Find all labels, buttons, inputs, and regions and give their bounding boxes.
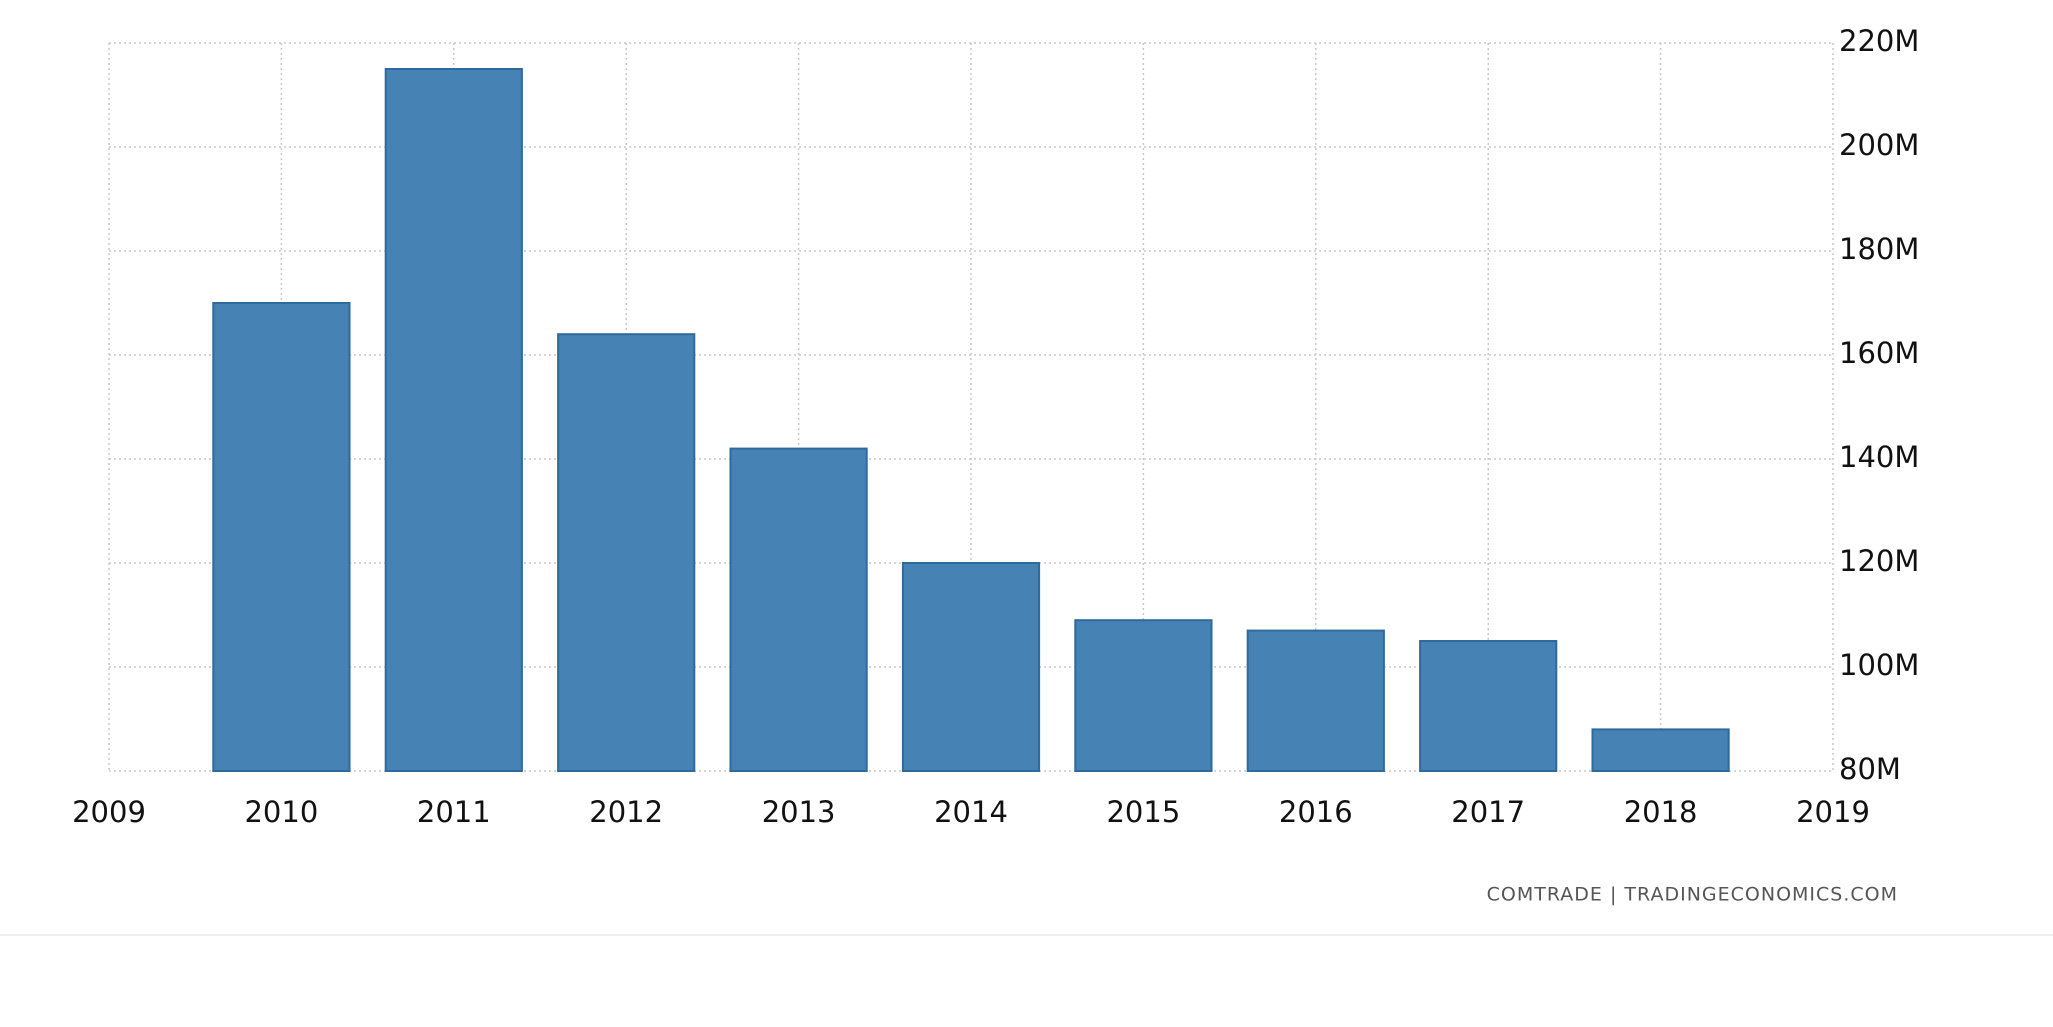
bar	[1591, 728, 1730, 773]
x-tick-label: 2016	[1279, 795, 1353, 829]
x-tick-label: 2018	[1624, 795, 1698, 829]
y-tick-label: 220M	[1839, 24, 1919, 58]
bar	[557, 333, 696, 772]
x-tick-label: 2017	[1451, 795, 1525, 829]
x-tick-label: 2011	[417, 795, 491, 829]
y-tick-label: 180M	[1839, 232, 1919, 266]
x-tick-label: 2014	[934, 795, 1008, 829]
y-tick-label: 160M	[1839, 336, 1919, 370]
bar	[1246, 629, 1385, 772]
bar	[1419, 640, 1558, 772]
x-tick-label: 2010	[244, 795, 318, 829]
x-tick-label: 2015	[1106, 795, 1180, 829]
y-tick-label: 140M	[1839, 440, 1919, 474]
y-tick-label: 100M	[1839, 648, 1919, 682]
x-tick-label: 2009	[72, 795, 146, 829]
bar	[384, 68, 523, 772]
x-tick-label: 2012	[589, 795, 663, 829]
bar	[1074, 619, 1213, 773]
bar	[212, 302, 351, 772]
y-tick-label: 80M	[1839, 752, 1901, 786]
y-tick-label: 200M	[1839, 128, 1919, 162]
source: COMTRADE | TRADINGECONOMICS.COM	[1487, 884, 1898, 906]
bar	[901, 562, 1041, 772]
bar	[729, 447, 868, 772]
x-tick-label: 2013	[762, 795, 836, 829]
y-tick-label: 120M	[1839, 544, 1919, 578]
x-tick-label: 2019	[1796, 795, 1870, 829]
